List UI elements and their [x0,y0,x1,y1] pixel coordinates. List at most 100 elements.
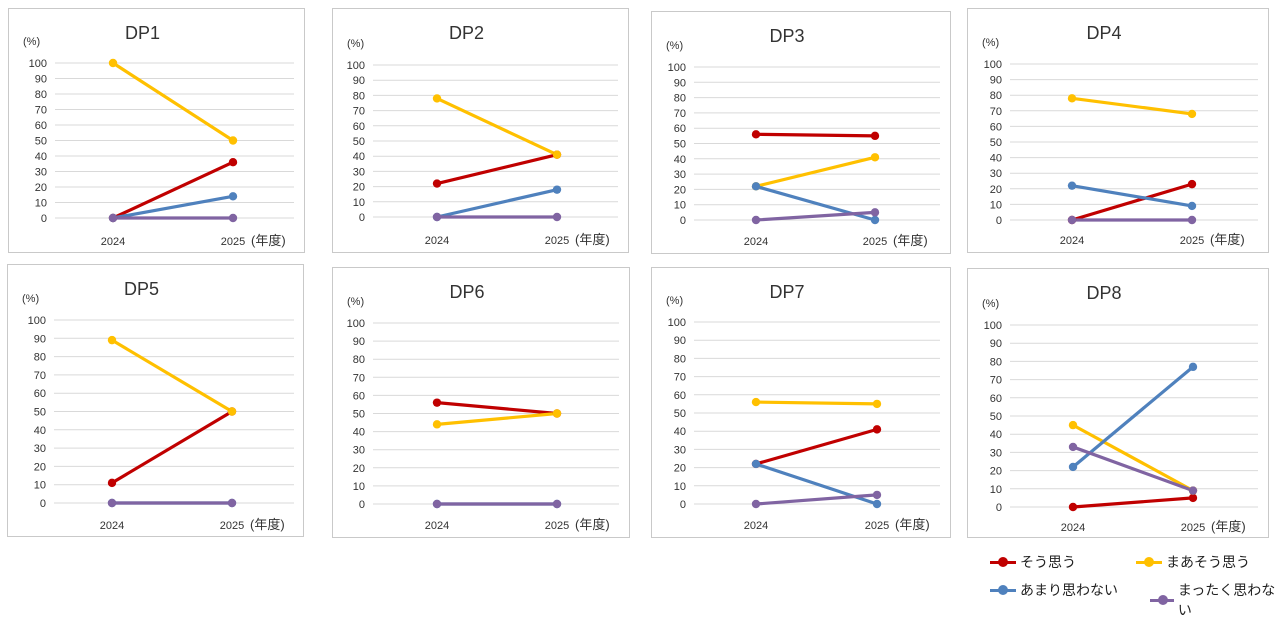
y-tick-label-dp4: 60 [990,121,1002,133]
data-point-maa-sou-omou-dp3 [870,153,880,162]
series-line-maa-sou-omou-dp1 [111,61,235,143]
chart-panel-dp6: DP6 (%) 0 10 20 30 40 50 60 70 80 90 100 2024 2025 (年度) [332,267,630,538]
y-tick-label-dp7: 50 [674,408,686,420]
y-tick-label-dp8: 90 [990,338,1002,350]
y-tick-label-dp3: 60 [674,123,686,135]
series-line-sou-omou-dp2 [435,153,559,186]
data-point-mattaku-omowanai-dp1 [228,213,238,223]
data-point-mattaku-omowanai-dp8 [1188,486,1198,495]
y-unit-label-dp6: (%) [347,296,364,308]
chart-panel-dp1: DP1 (%) 0 10 20 30 40 50 60 70 80 90 100 2024 2025 (年度) [8,8,305,253]
y-tick-label-dp3: 40 [674,154,686,166]
data-point-sou-omou-dp5 [107,478,117,488]
y-tick-label-dp8: 50 [990,411,1002,423]
chart-title-dp1: DP1 [125,23,160,43]
series-line-amari-omowanai-dp1 [111,194,235,220]
data-point-maa-sou-omou-dp6 [432,420,442,429]
data-point-sou-omou-dp6 [432,398,442,407]
legend-label-maa-sou-omou: まあそう思う [1166,554,1250,570]
chart-svg-dp3: DP3 (%) 0 10 20 30 40 50 60 70 80 90 100 2024 2025 (年度) [666,26,940,248]
y-unit-label-dp3: (%) [666,40,683,52]
y-tick-label-dp7: 30 [674,444,686,456]
x-tick-label-dp3: 2024 [744,236,768,248]
legend-swatch-maa-sou-omou-icon [1136,555,1162,569]
chart-title-dp7: DP7 [769,282,804,302]
y-tick-label-dp7: 80 [674,353,686,365]
y-tick-label-dp4: 90 [990,75,1002,87]
x-tick-label-dp7: 2024 [744,520,768,532]
y-tick-label-dp3: 50 [674,139,686,151]
x-tick-label-dp8: 2024 [1061,522,1085,534]
data-point-amari-omowanai-dp4 [1067,181,1077,190]
y-tick-label-dp3: 100 [668,62,686,74]
series-line-sou-omou-dp8 [1071,496,1195,509]
data-point-mattaku-omowanai-dp8 [1068,442,1078,452]
x-unit-label-dp4: (年度) [1210,232,1245,247]
y-tick-label-dp2: 90 [353,75,365,87]
x-unit-label-dp3: (年度) [893,233,928,248]
data-point-mattaku-omowanai-dp6 [432,499,442,509]
data-point-mattaku-omowanai-dp7 [872,490,882,500]
x-tick-label-dp3: 2025 [863,236,887,248]
x-tick-label-dp7: 2025 [865,520,889,532]
chart-title-dp8: DP8 [1086,283,1121,303]
legend-item-amari-omowanai: あまり思わない [990,580,1118,600]
x-unit-label-dp2: (年度) [575,232,610,247]
legend-item-sou-omou: そう思う [990,552,1076,572]
x-unit-label-dp1: (年度) [251,233,286,248]
x-tick-label-dp2: 2025 [545,235,569,247]
data-point-maa-sou-omou-dp1 [108,58,118,68]
data-point-mattaku-omowanai-dp2 [432,212,442,222]
legend-label-sou-omou: そう思う [1020,554,1076,570]
y-tick-label-dp4: 30 [990,168,1002,180]
y-unit-label-dp8: (%) [982,298,999,310]
y-tick-label-dp2: 30 [353,166,365,178]
y-tick-label-dp1: 40 [35,151,47,163]
y-tick-label-dp2: 80 [353,90,365,102]
data-point-amari-omowanai-dp7 [751,459,761,469]
y-tick-label-dp1: 30 [35,167,47,179]
y-tick-label-dp6: 50 [353,409,365,421]
chart-panel-dp4: DP4 (%) 0 10 20 30 40 50 60 70 80 90 100 2024 2025 (年度) [967,8,1269,253]
y-tick-label-dp8: 40 [990,429,1002,441]
data-point-mattaku-omowanai-dp6 [552,499,562,509]
y-tick-label-dp6: 70 [353,372,365,384]
y-tick-label-dp5: 100 [28,315,46,327]
chart-svg-dp2: DP2 (%) 0 10 20 30 40 50 60 70 80 90 100 2024 2025 (年度) [347,23,618,247]
data-point-maa-sou-omou-dp4 [1067,94,1077,103]
y-tick-label-dp7: 40 [674,426,686,438]
y-tick-label-dp3: 70 [674,108,686,120]
y-tick-label-dp4: 0 [996,215,1002,227]
x-unit-label-dp5: (年度) [250,517,285,532]
chart-title-dp5: DP5 [124,279,159,299]
series-line-maa-sou-omou-dp4 [1070,96,1194,116]
x-tick-label-dp8: 2025 [1181,522,1205,534]
chart-svg-dp5: DP5 (%) 0 10 20 30 40 50 60 70 80 90 100 2024 2025 (年度) [22,279,294,532]
data-point-maa-sou-omou-dp7 [872,399,882,409]
y-unit-label-dp1: (%) [23,36,40,48]
y-tick-label-dp8: 60 [990,393,1002,405]
data-point-maa-sou-omou-dp2 [432,94,442,103]
y-tick-label-dp2: 70 [353,106,365,118]
x-tick-label-dp1: 2024 [101,236,125,248]
y-tick-label-dp6: 0 [359,499,365,511]
y-tick-label-dp6: 90 [353,336,365,348]
y-tick-label-dp8: 10 [990,484,1002,496]
series-line-mattaku-omowanai-dp8 [1071,445,1195,493]
data-point-amari-omowanai-dp8 [1188,362,1198,372]
data-point-mattaku-omowanai-dp2 [552,212,562,222]
series-line-maa-sou-omou-dp3 [754,155,877,188]
data-point-amari-omowanai-dp4 [1187,201,1197,211]
y-tick-label-dp7: 60 [674,390,686,402]
y-tick-label-dp2: 40 [353,151,365,163]
y-tick-label-dp3: 30 [674,169,686,181]
y-tick-label-dp3: 80 [674,93,686,105]
chart-panel-dp3: DP3 (%) 0 10 20 30 40 50 60 70 80 90 100 2024 2025 (年度) [651,11,951,254]
data-point-amari-omowanai-dp8 [1068,462,1078,472]
data-point-mattaku-omowanai-dp5 [107,498,117,508]
y-tick-label-dp1: 20 [35,182,47,194]
x-tick-label-dp6: 2025 [545,520,569,532]
y-tick-label-dp6: 20 [353,463,365,475]
y-tick-label-dp2: 20 [353,182,365,194]
series-line-amari-omowanai-dp8 [1071,365,1195,469]
